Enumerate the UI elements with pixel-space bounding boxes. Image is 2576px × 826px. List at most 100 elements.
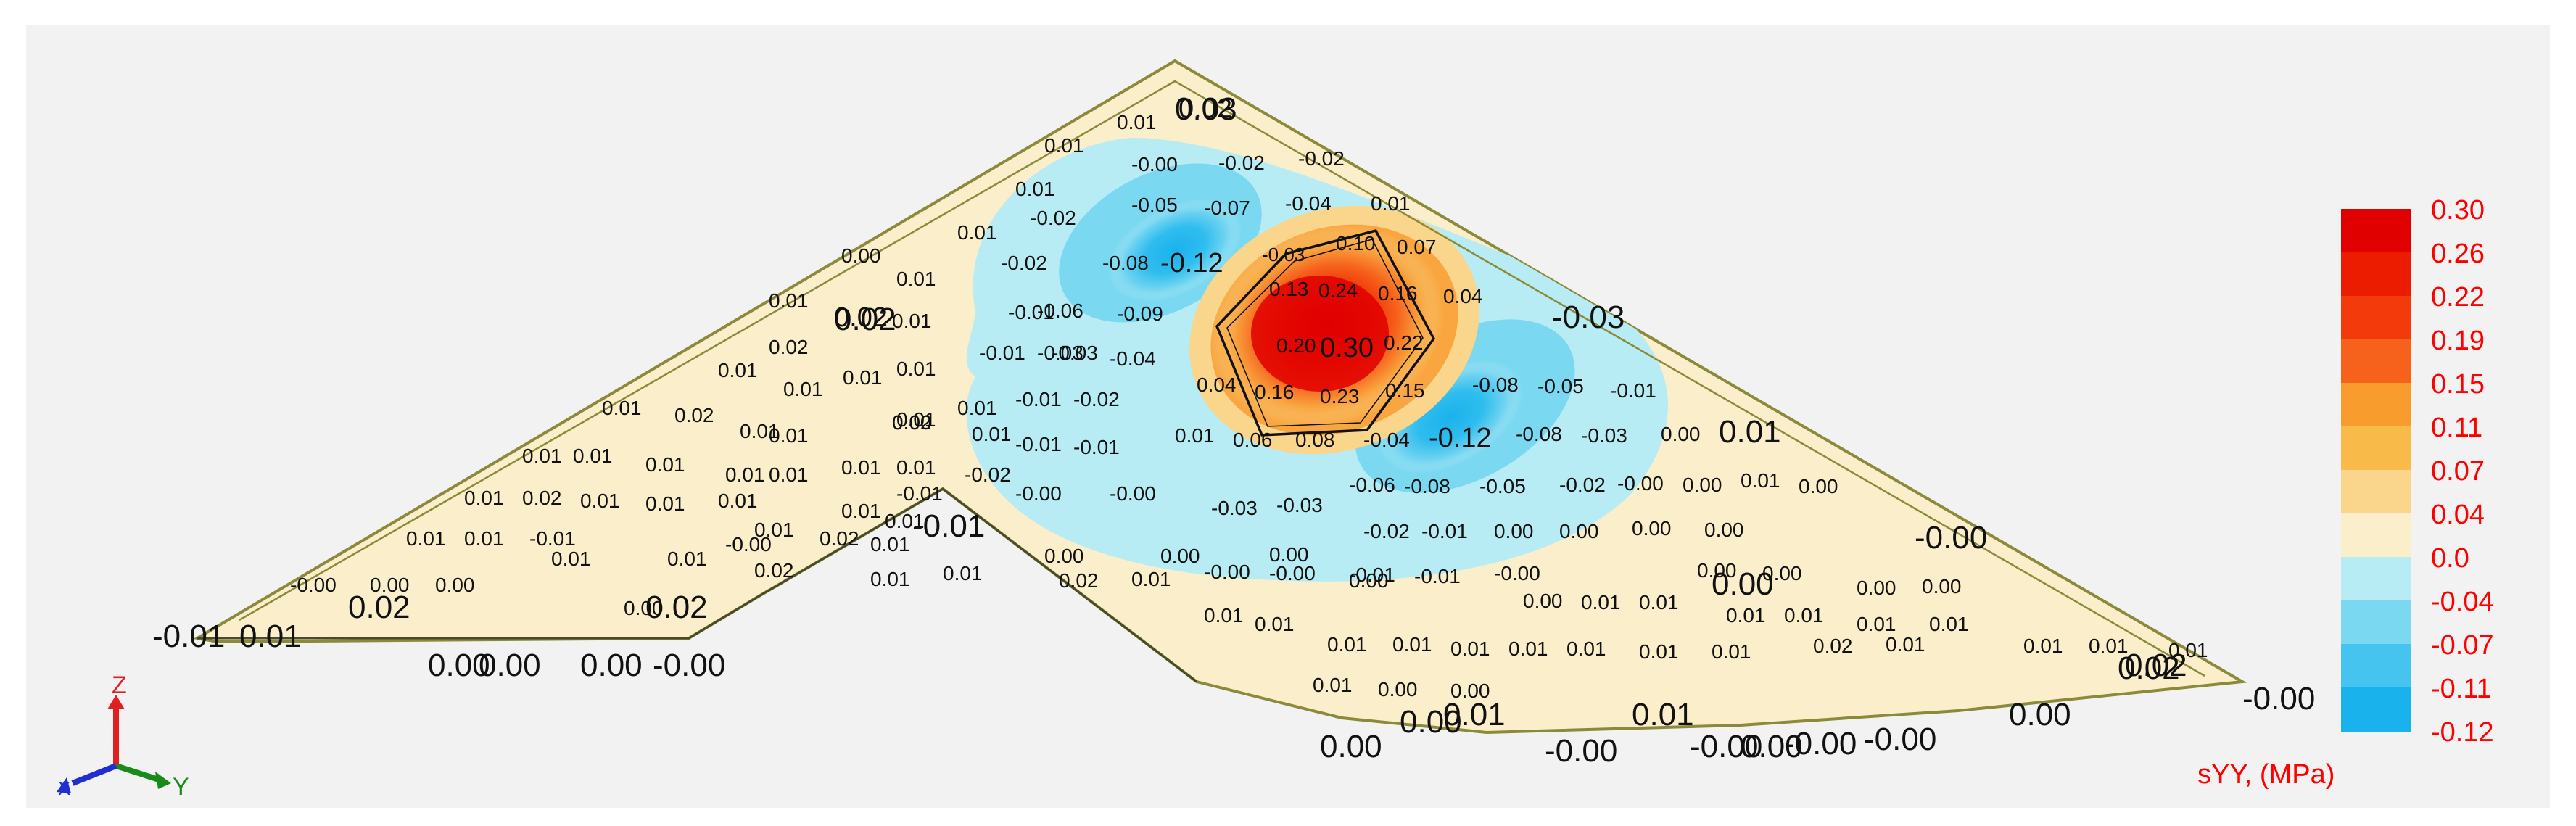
- contour-value-label: 0.01: [464, 527, 504, 550]
- axis-triad[interactable]: Z Y X: [57, 672, 189, 801]
- edge-value-label: -0.03: [1552, 300, 1625, 335]
- contour-value-label: -0.05: [1537, 375, 1584, 397]
- contour-value-label: 0.01: [957, 221, 997, 244]
- legend-swatch: [2341, 339, 2411, 384]
- contour-value-label: 0.01: [1581, 591, 1621, 614]
- contour-value-label: 0.01: [769, 463, 809, 486]
- edge-value-label: -0.00: [1784, 726, 1857, 761]
- plate-edge-left: [197, 487, 1197, 683]
- legend-value-label: 0.0: [2431, 543, 2469, 574]
- contour-value-label: 0.01: [464, 487, 504, 509]
- contour-value-label: 0.01: [1639, 591, 1679, 614]
- contour-value-label: 0.00: [1269, 543, 1309, 566]
- contour-value-label: -0.00: [1110, 482, 1156, 505]
- contour-value-label: -0.01: [1015, 433, 1062, 455]
- edge-value-label: 0.00: [1712, 566, 1774, 602]
- contour-value-label: -0.01: [529, 527, 576, 550]
- contour-value-label: -0.00: [1494, 562, 1540, 585]
- legend-swatch: [2341, 383, 2411, 427]
- contour-value-label: 0.02: [892, 411, 932, 434]
- legend-value-label: 0.22: [2431, 282, 2485, 313]
- contour-value-label: -0.05: [1479, 475, 1526, 497]
- contour-value-label: -0.12: [1160, 248, 1223, 278]
- contour-value-label: 0.16: [1255, 381, 1295, 403]
- edge-value-label: -0.00: [1864, 722, 1936, 757]
- contour-value-labels: 0.020.010.01-0.00 -0.02 -0.020.01-0.05 -0.0…: [290, 94, 2208, 702]
- contour-value-label: 0.01: [1313, 674, 1353, 696]
- legend-value-label: 0.07: [2431, 456, 2485, 487]
- edge-value-label: 0.01: [1443, 697, 1506, 732]
- contour-value-label: 0.01: [718, 490, 758, 512]
- result-quantity-label: sYY, (MPa): [2197, 759, 2334, 790]
- edge-value-label: 0.00: [1400, 704, 1462, 740]
- contour-value-label: 0.08: [1295, 429, 1335, 451]
- contour-value-label: -0.00: [1269, 562, 1316, 585]
- contour-value-label: 0.01: [1741, 469, 1780, 492]
- contour-value-label: 0.00: [1160, 545, 1200, 567]
- contour-value-label: 0.23: [1320, 385, 1360, 408]
- legend-value-label: 0.30: [2431, 195, 2485, 226]
- contour-value-label: 0.01: [1117, 111, 1157, 133]
- contour-value-label: 0.01: [740, 420, 780, 442]
- edge-value-labels: 0.020.03-0.030.010.02 0.02-0.01-0.010.010…: [152, 91, 2315, 769]
- contour-value-label: 0.01: [1886, 633, 1925, 656]
- contour-value-label: -0.03: [1211, 497, 1258, 519]
- contour-value-label: 0.01: [1255, 613, 1295, 635]
- contour-value-label: 0.07: [1397, 236, 1437, 258]
- axis-x-arrowhead: [57, 777, 71, 793]
- legend-swatch: [2341, 426, 2411, 471]
- contour-value-label: 0.01: [725, 463, 765, 486]
- legend-value-label: -0.04: [2431, 587, 2494, 617]
- contour-value-label: -0.01: [1073, 436, 1120, 458]
- contour-value-label: 0.01: [1131, 568, 1171, 590]
- edge-value-label: 0.02: [834, 302, 896, 337]
- contour-value-label: -0.02: [1218, 152, 1265, 174]
- contour-value-label: 0.01: [1015, 178, 1055, 200]
- edge-value-label: 0.03: [1175, 91, 1237, 127]
- contour-value-label: -0.08: [1102, 252, 1149, 274]
- legend-value-label: 0.26: [2431, 239, 2485, 269]
- contour-value-label: 0.01: [2023, 635, 2063, 657]
- contour-value-label: 0.01: [972, 423, 1012, 445]
- edge-value-label: 0.02: [2118, 651, 2180, 686]
- contour-value-label: -0.08: [1516, 423, 1562, 445]
- load-patch-outline[interactable]: [1215, 228, 1436, 437]
- contour-value-label: 0.01: [1857, 613, 1896, 635]
- contour-value-label: -0.05: [1131, 194, 1178, 216]
- contour-value-label: -0.01: [1015, 388, 1062, 410]
- contour-value-label: -0.06: [1037, 300, 1083, 322]
- contour-value-label: -0.02: [1030, 207, 1076, 229]
- contour-value-label: 0.04: [1197, 373, 1237, 396]
- contour-value-label: -0.00: [1617, 472, 1664, 495]
- legend-swatch: [2341, 252, 2411, 297]
- legend-swatch: [2341, 600, 2411, 645]
- edge-value-label: 0.01: [1719, 414, 1781, 450]
- contour-value-label: -0.01: [1421, 520, 1468, 542]
- contour-value-label: 0.00: [370, 574, 410, 596]
- contour-value-label: -0.02: [1001, 252, 1047, 274]
- contour-value-label: -0.00: [725, 533, 772, 556]
- contour-value-label: 0.02: [820, 527, 859, 550]
- contour-value-label: 0.01: [645, 492, 685, 515]
- axis-y-label: Y: [173, 773, 189, 801]
- legend-value-label: -0.07: [2431, 630, 2494, 661]
- edge-value-label: 0.00: [580, 648, 643, 683]
- legend-swatch: [2341, 209, 2411, 253]
- contour-value-label: 0.01: [1044, 134, 1084, 157]
- contour-value-label: 0.00: [1697, 559, 1737, 582]
- contour-value-label: 0.00: [1922, 575, 1962, 598]
- contour-value-label: 0.01: [870, 533, 910, 556]
- contour-value-label: 0.00: [1661, 423, 1701, 445]
- contour-value-label: -0.04: [1285, 192, 1332, 215]
- contour-value-label: 0.01: [841, 456, 881, 479]
- contour-value-label: 0.02: [769, 336, 809, 358]
- contour-value-label: -0.02: [1559, 474, 1606, 496]
- contour-value-label: 0.01: [645, 453, 685, 476]
- contour-value-label: 0.00: [1450, 680, 1490, 702]
- contour-value-label: 0.00: [1762, 562, 1802, 585]
- edge-value-label: 0.02: [645, 590, 708, 625]
- color-legend[interactable]: 0.30 0.26 0.22 0.19 0.15 0.11 0.07 0.04 0.0 -0.04…: [2341, 195, 2494, 748]
- contour-value-label: 0.01: [1371, 192, 1411, 215]
